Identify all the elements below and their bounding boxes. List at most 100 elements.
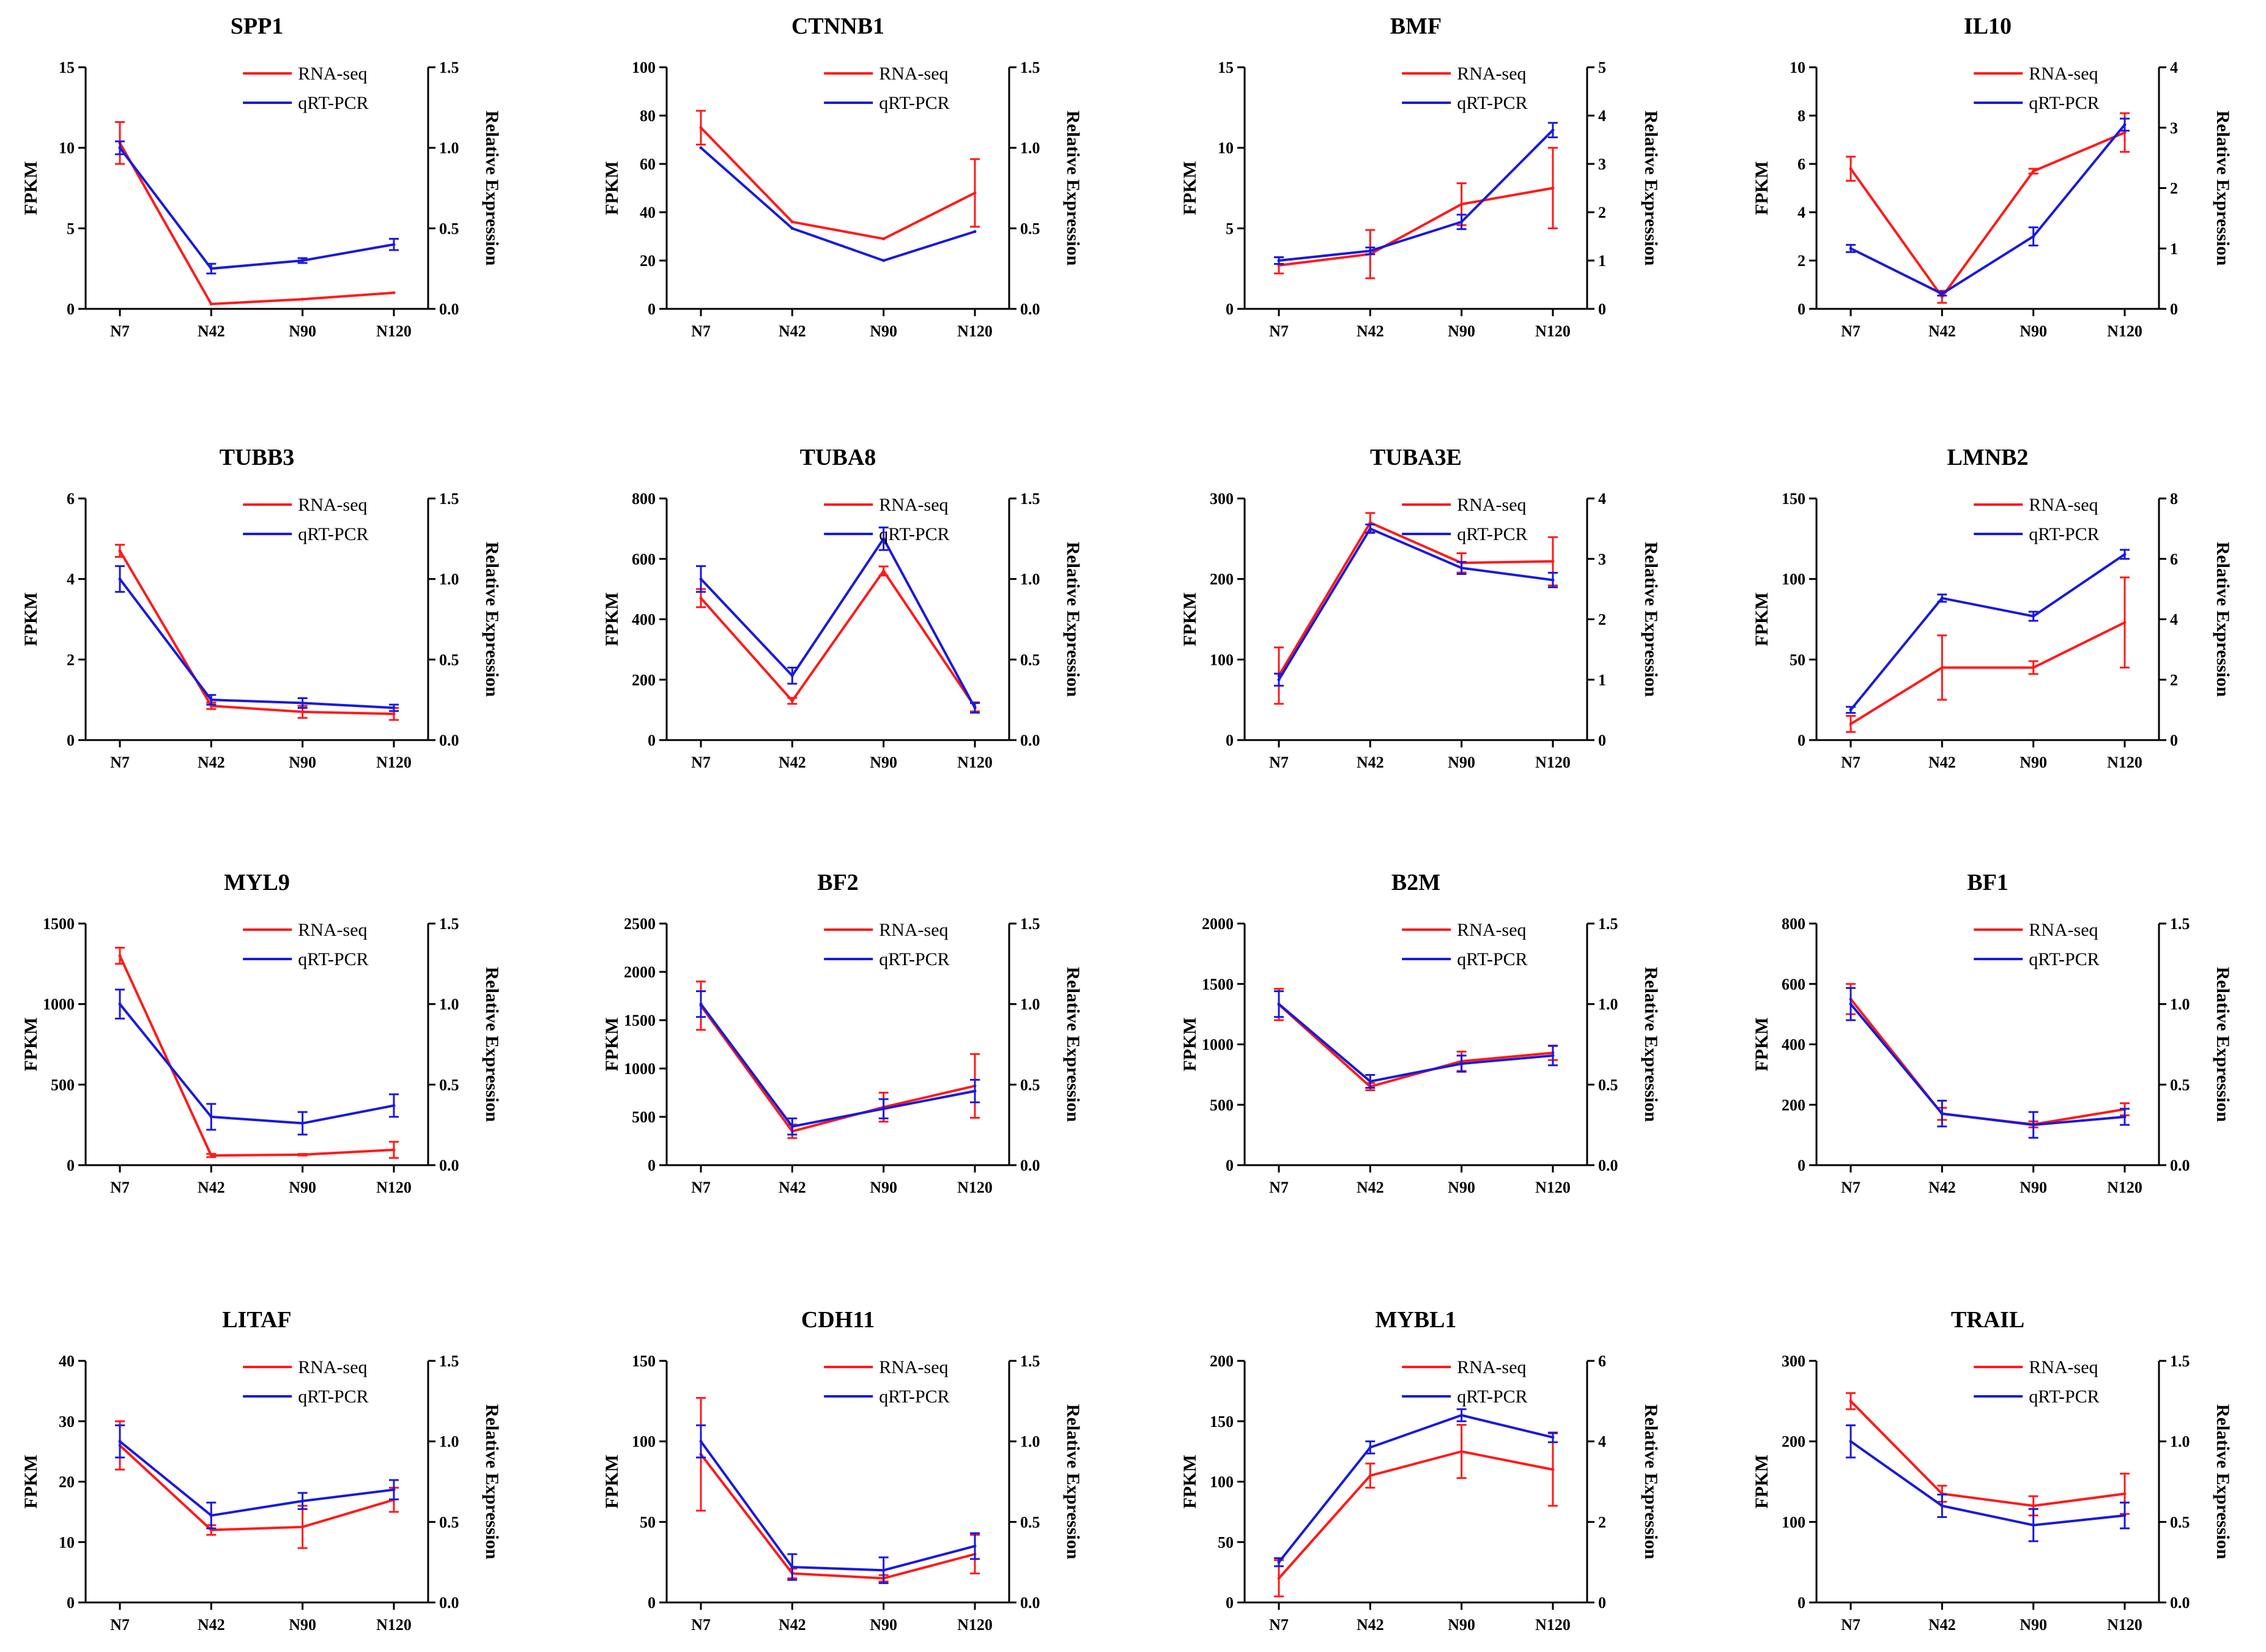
rna-seq-point: [1849, 1399, 1853, 1403]
rna-seq-line: [700, 127, 976, 240]
left-tick-label: 500: [1210, 1096, 1234, 1114]
right-tick-label: 0.0: [1020, 1594, 1040, 1612]
right-tick-label: 1.0: [439, 1433, 459, 1451]
x-tick-label: N120: [2107, 1179, 2142, 1196]
right-tick-label: 0.0: [439, 732, 459, 749]
left-tick-label: 6: [67, 490, 75, 508]
left-tick-label: 1000: [43, 996, 75, 1013]
y-axis-title: FPKM: [602, 1017, 622, 1071]
qrt-pcr-line: [700, 1440, 976, 1572]
left-tick-label: 30: [59, 1413, 75, 1431]
x-tick-label: N120: [376, 754, 412, 771]
qrt-pcr-point: [790, 1125, 794, 1128]
x-tick-label: N120: [1535, 1179, 1571, 1196]
qrt-pcr-point: [790, 674, 794, 678]
qrt-pcr-point: [882, 1107, 886, 1111]
legend-qrt-pcr-label: qRT-PCR: [2029, 524, 2099, 544]
right-tick-label: 1: [1598, 252, 1606, 270]
rna-seq-line: [119, 550, 394, 716]
rna-seq-point: [973, 191, 977, 194]
rna-seq-line: [1278, 520, 1553, 676]
left-tick-label: 0: [1798, 1594, 1805, 1612]
left-tick-label: 2000: [1202, 915, 1234, 933]
panel-title: CDH11: [801, 1307, 875, 1333]
left-tick-label: 150: [1210, 1413, 1234, 1431]
rna-seq-line: [1278, 1003, 1553, 1088]
x-tick-label: N7: [110, 1616, 130, 1634]
left-tick-label: 8: [1798, 107, 1805, 125]
qrt-pcr-point: [118, 1440, 122, 1443]
right-tick-label: 1.0: [2170, 996, 2190, 1013]
left-tick-label: 40: [59, 1352, 75, 1370]
left-tick-label: 0: [1798, 300, 1805, 318]
left-tick-label: 500: [51, 1076, 75, 1094]
legend-qrt-pcr-label: qRT-PCR: [298, 524, 368, 544]
rna-seq-point: [209, 1154, 213, 1157]
rna-seq-point: [1460, 202, 1464, 206]
right-tick-label: 1.5: [439, 490, 459, 508]
qrt-pcr-line: [1849, 553, 2126, 711]
x-tick-label: N7: [110, 754, 130, 771]
rna-seq-point: [1849, 167, 1853, 171]
x-tick-label: N90: [2020, 1616, 2047, 1634]
qrt-pcr-point: [1460, 566, 1464, 570]
x-tick-label: N90: [1448, 322, 1475, 340]
legend-rna-seq-label: RNA-seq: [1457, 920, 1526, 940]
right-tick-label: 6: [2170, 550, 2178, 568]
rna-seq-line: [1278, 187, 1553, 267]
qrt-pcr-line: [1278, 1413, 1553, 1563]
x-tick-label: N120: [957, 1179, 993, 1196]
right-tick-label: 1.5: [439, 1352, 459, 1370]
right-tick-label: 1.5: [1020, 1352, 1040, 1370]
qrt-pcr-line: [700, 147, 976, 262]
x-tick-label: N7: [1841, 322, 1861, 340]
rna-seq-point: [301, 297, 305, 301]
qrt-pcr-point: [1940, 292, 1944, 295]
legend-rna-seq-label: RNA-seq: [2029, 64, 2098, 84]
x-tick-label: N42: [198, 754, 225, 771]
x-tick-label: N120: [1535, 754, 1571, 771]
right-tick-label: 0.5: [1020, 220, 1040, 237]
left-tick-label: 0: [67, 1594, 75, 1612]
x-tick-label: N90: [870, 1616, 897, 1634]
x-tick-label: N120: [376, 1616, 412, 1634]
y2-axis-title: Relative Expression: [1641, 967, 1661, 1122]
panel-title: B2M: [1391, 870, 1440, 895]
x-tick-label: N42: [1357, 754, 1384, 771]
rna-seq-point: [2123, 621, 2127, 624]
chart-panel-tubb3: TUBB3 0 2 4 6 0.0 0.5 1.0 1.5 N7 N42 N90 N120 FPKM Rel…: [21, 445, 502, 771]
right-tick-label: 0.0: [439, 1594, 459, 1612]
y2-axis-title: Relative Expression: [1641, 111, 1661, 266]
x-tick-label: N120: [2107, 754, 2142, 771]
left-tick-label: 0: [1226, 1594, 1234, 1612]
right-tick-label: 0.5: [439, 1513, 459, 1531]
qrt-pcr-point: [1551, 1054, 1555, 1058]
x-tick-label: N7: [1841, 1616, 1861, 1634]
y2-axis-title: Relative Expression: [1063, 542, 1083, 697]
right-tick-label: 2: [1598, 611, 1606, 629]
qrt-pcr-point: [1277, 259, 1281, 262]
y2-axis-title: Relative Expression: [482, 1404, 502, 1560]
legend-rna-seq-label: RNA-seq: [298, 495, 367, 515]
legend-qrt-pcr-label: qRT-PCR: [1457, 524, 1527, 544]
left-tick-label: 4: [67, 571, 75, 588]
x-tick-label: N42: [1928, 1179, 1956, 1196]
legend-rna-seq-label: RNA-seq: [879, 64, 948, 84]
x-tick-label: N90: [1448, 1616, 1475, 1634]
qrt-pcr-point: [882, 537, 886, 541]
x-tick-label: N90: [2020, 754, 2047, 771]
right-tick-label: 0.0: [439, 300, 459, 318]
right-tick-label: 0.0: [439, 1157, 459, 1174]
right-tick-label: 0.5: [439, 1076, 459, 1094]
right-tick-label: 1.5: [439, 59, 459, 76]
rna-seq-line: [1849, 621, 2125, 725]
qrt-pcr-point: [392, 1488, 396, 1492]
panel-title: MYL9: [224, 870, 290, 895]
left-tick-label: 80: [640, 107, 656, 125]
x-tick-label: N90: [289, 1179, 316, 1196]
left-tick-label: 100: [1210, 651, 1234, 669]
legend-rna-seq-label: RNA-seq: [879, 1357, 948, 1377]
qrt-pcr-point: [1551, 128, 1555, 132]
right-tick-label: 0: [2170, 300, 2178, 318]
